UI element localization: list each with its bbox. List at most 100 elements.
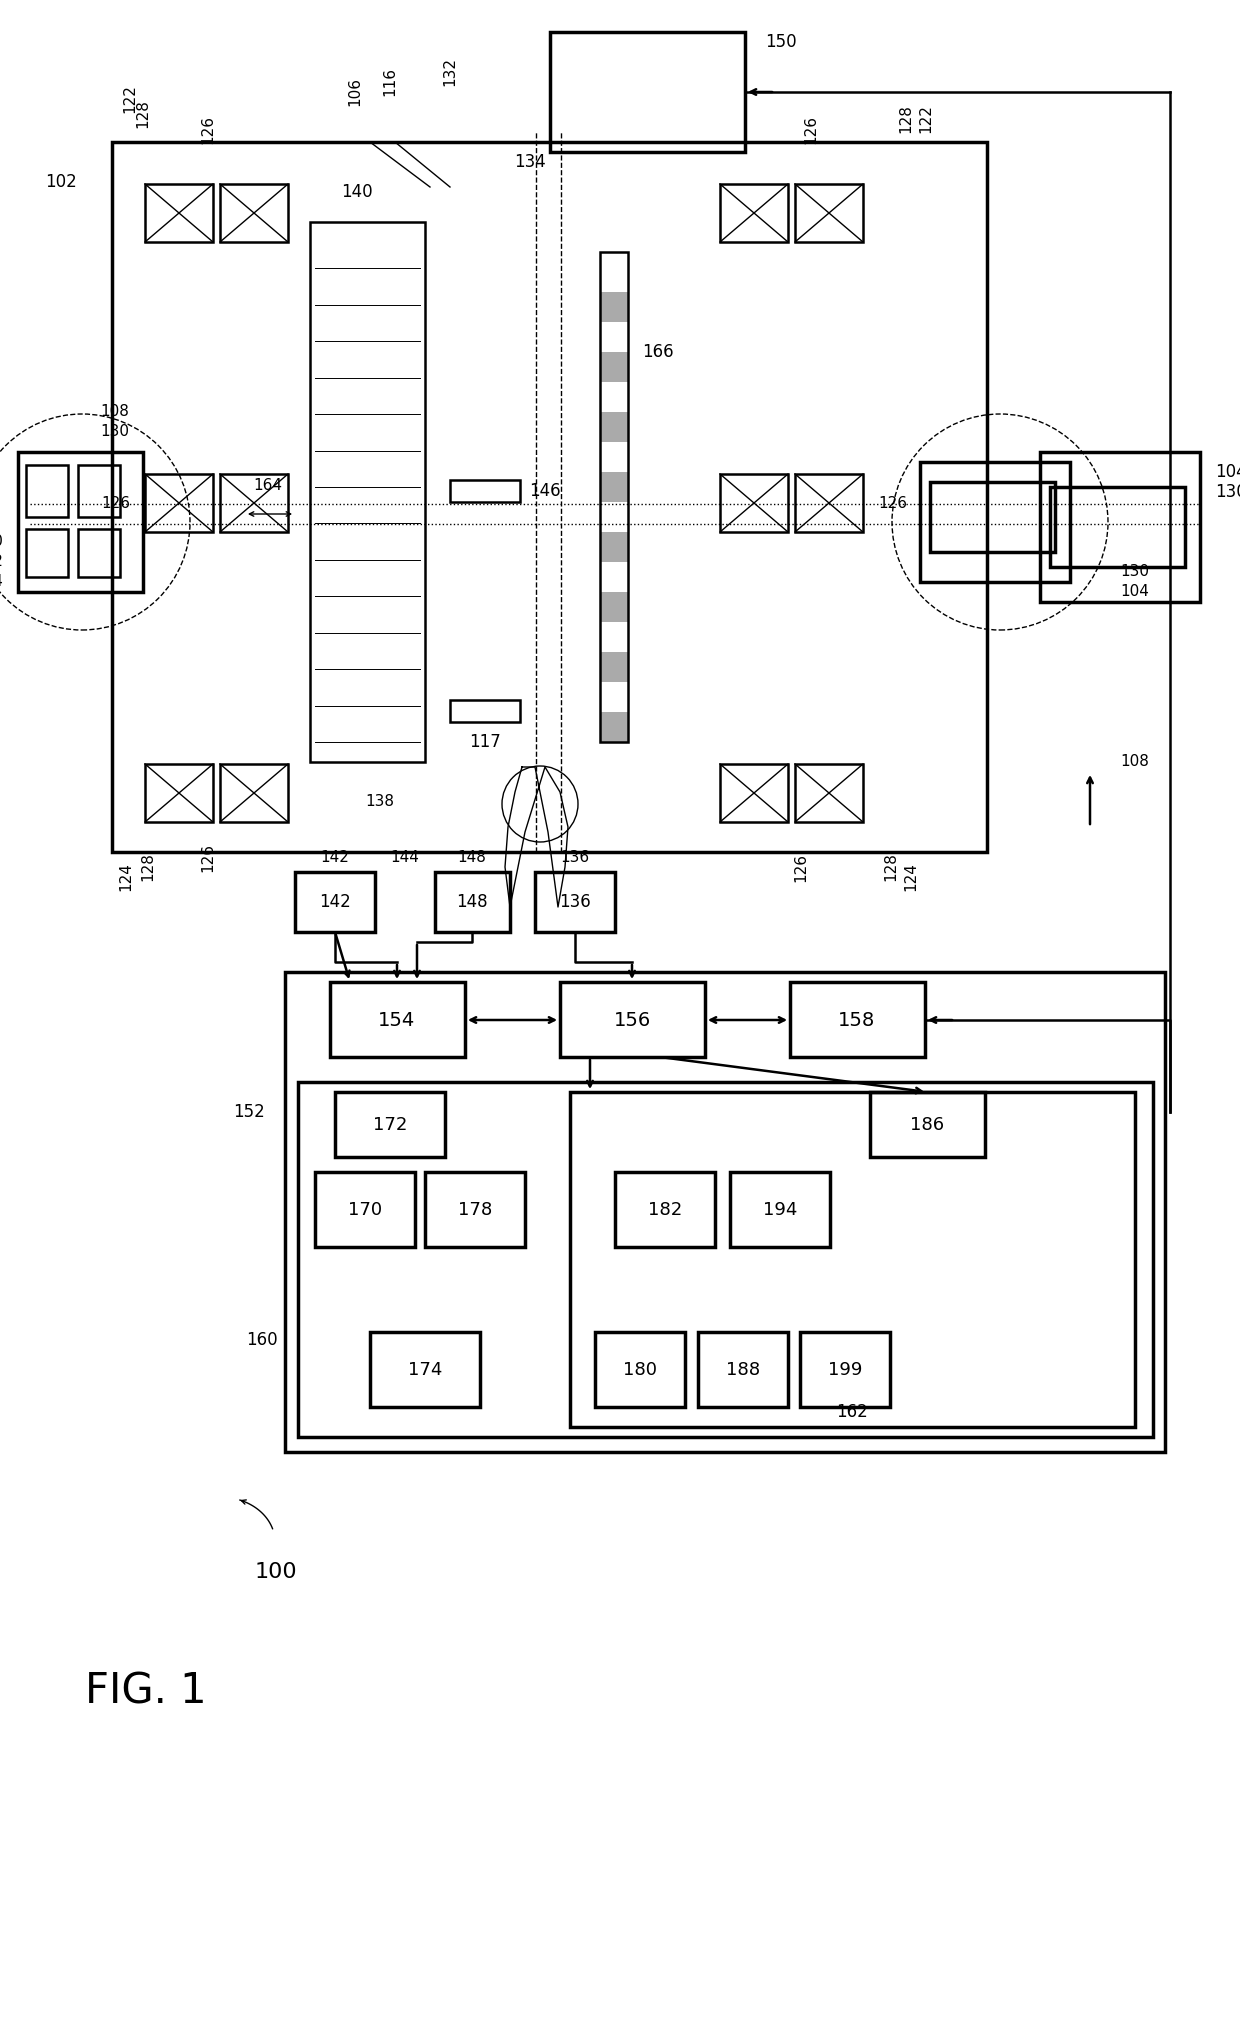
Text: 128: 128 xyxy=(140,853,155,882)
Bar xyxy=(435,872,510,933)
Text: 146: 146 xyxy=(529,482,560,500)
Bar xyxy=(219,473,288,532)
Bar xyxy=(295,872,374,933)
Text: 102: 102 xyxy=(45,173,77,191)
Text: 154: 154 xyxy=(378,1010,415,1030)
Bar xyxy=(335,1091,445,1156)
Text: 106: 106 xyxy=(347,77,362,106)
Bar xyxy=(800,1333,890,1406)
Bar xyxy=(285,971,1166,1453)
Bar xyxy=(870,1091,985,1156)
Text: 150: 150 xyxy=(765,33,796,51)
Text: 180: 180 xyxy=(622,1361,657,1380)
Bar xyxy=(720,473,787,532)
Text: 124: 124 xyxy=(903,862,918,892)
Text: 162: 162 xyxy=(836,1402,868,1420)
Bar xyxy=(790,981,925,1057)
Bar xyxy=(595,1333,684,1406)
Bar xyxy=(600,532,627,563)
Text: 110: 110 xyxy=(0,534,2,549)
Text: 142: 142 xyxy=(319,892,351,910)
Text: 182: 182 xyxy=(647,1201,682,1219)
Bar xyxy=(78,465,120,516)
Text: 114: 114 xyxy=(0,575,2,589)
Bar xyxy=(720,185,787,242)
Text: 130: 130 xyxy=(1215,484,1240,502)
Bar xyxy=(1040,451,1200,601)
Text: 104: 104 xyxy=(1120,585,1149,599)
Text: 117: 117 xyxy=(469,734,501,752)
Text: 128: 128 xyxy=(898,104,913,134)
Text: 116: 116 xyxy=(382,67,398,96)
Bar xyxy=(600,591,627,622)
Bar xyxy=(145,764,213,823)
Text: 128: 128 xyxy=(135,100,150,128)
Bar xyxy=(370,1333,480,1406)
Text: 199: 199 xyxy=(828,1361,862,1380)
Bar xyxy=(600,352,627,382)
Text: 134: 134 xyxy=(515,152,546,171)
Text: 108: 108 xyxy=(1120,754,1149,770)
Text: 148: 148 xyxy=(456,892,487,910)
Bar xyxy=(219,185,288,242)
Text: 126: 126 xyxy=(794,853,808,882)
Bar xyxy=(795,185,863,242)
Bar xyxy=(600,412,627,443)
Text: 142: 142 xyxy=(321,849,350,864)
Bar xyxy=(600,252,627,742)
Bar xyxy=(570,1091,1135,1426)
Text: 122: 122 xyxy=(122,85,136,114)
Bar xyxy=(534,872,615,933)
Text: 194: 194 xyxy=(763,1201,797,1219)
Text: 178: 178 xyxy=(458,1201,492,1219)
Bar xyxy=(425,1172,525,1248)
Bar xyxy=(450,699,520,721)
Bar xyxy=(720,764,787,823)
Bar xyxy=(145,473,213,532)
Text: 160: 160 xyxy=(247,1331,278,1349)
Text: 158: 158 xyxy=(838,1010,875,1030)
Text: 126: 126 xyxy=(100,496,130,510)
Bar xyxy=(330,981,465,1057)
Bar xyxy=(600,652,627,683)
Text: 112: 112 xyxy=(0,555,2,569)
Bar xyxy=(920,461,1070,581)
Text: 170: 170 xyxy=(348,1201,382,1219)
Text: 148: 148 xyxy=(458,849,486,864)
Bar xyxy=(145,185,213,242)
Bar xyxy=(298,1081,1153,1437)
Text: 140: 140 xyxy=(341,183,373,201)
Text: 130: 130 xyxy=(1120,565,1149,579)
Bar xyxy=(315,1172,415,1248)
Bar xyxy=(1050,488,1185,567)
Text: 132: 132 xyxy=(443,57,458,87)
Text: 172: 172 xyxy=(373,1116,407,1134)
Bar xyxy=(698,1333,787,1406)
Text: 126: 126 xyxy=(878,496,906,510)
Text: 174: 174 xyxy=(408,1361,443,1380)
Text: 166: 166 xyxy=(642,343,673,362)
Bar xyxy=(219,764,288,823)
Bar xyxy=(19,451,143,591)
Text: 138: 138 xyxy=(366,795,394,809)
Text: FIG. 1: FIG. 1 xyxy=(86,1670,207,1713)
Bar xyxy=(310,221,425,762)
Text: 124: 124 xyxy=(118,862,133,892)
Bar xyxy=(600,471,627,502)
Text: 126: 126 xyxy=(200,843,215,872)
Text: 136: 136 xyxy=(560,849,589,864)
Bar xyxy=(450,480,520,502)
Bar xyxy=(26,465,68,516)
Text: 188: 188 xyxy=(725,1361,760,1380)
Text: 126: 126 xyxy=(804,114,818,144)
Text: 144: 144 xyxy=(391,849,419,864)
Text: 104: 104 xyxy=(1215,463,1240,482)
Bar xyxy=(730,1172,830,1248)
Text: 100: 100 xyxy=(255,1563,298,1583)
Bar xyxy=(600,293,627,321)
Bar xyxy=(615,1172,715,1248)
Bar xyxy=(600,711,627,742)
Text: 108: 108 xyxy=(100,404,129,419)
Bar xyxy=(795,473,863,532)
Bar xyxy=(78,528,120,577)
